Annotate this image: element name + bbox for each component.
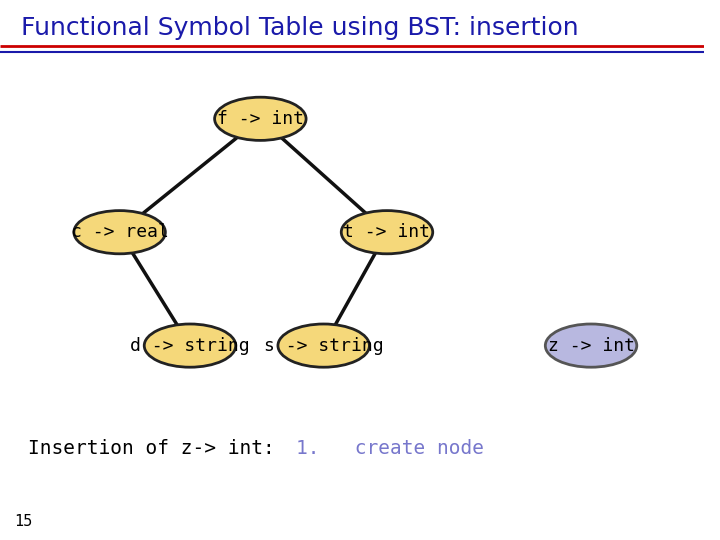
Text: s -> string: s -> string: [264, 336, 384, 355]
Text: d -> string: d -> string: [130, 336, 250, 355]
Ellipse shape: [215, 97, 306, 140]
Text: c -> real: c -> real: [71, 223, 168, 241]
Text: Functional Symbol Table using BST: insertion: Functional Symbol Table using BST: inser…: [21, 16, 579, 40]
Text: 15: 15: [14, 514, 32, 529]
Ellipse shape: [74, 211, 166, 254]
Text: f -> int: f -> int: [217, 110, 304, 128]
Text: 1.   create node: 1. create node: [295, 438, 484, 458]
Text: t -> int: t -> int: [343, 223, 431, 241]
Ellipse shape: [341, 211, 433, 254]
Ellipse shape: [278, 324, 369, 367]
Text: Insertion of z-> int:: Insertion of z-> int:: [28, 438, 275, 458]
Ellipse shape: [144, 324, 235, 367]
Text: z -> int: z -> int: [547, 336, 634, 355]
Ellipse shape: [545, 324, 636, 367]
